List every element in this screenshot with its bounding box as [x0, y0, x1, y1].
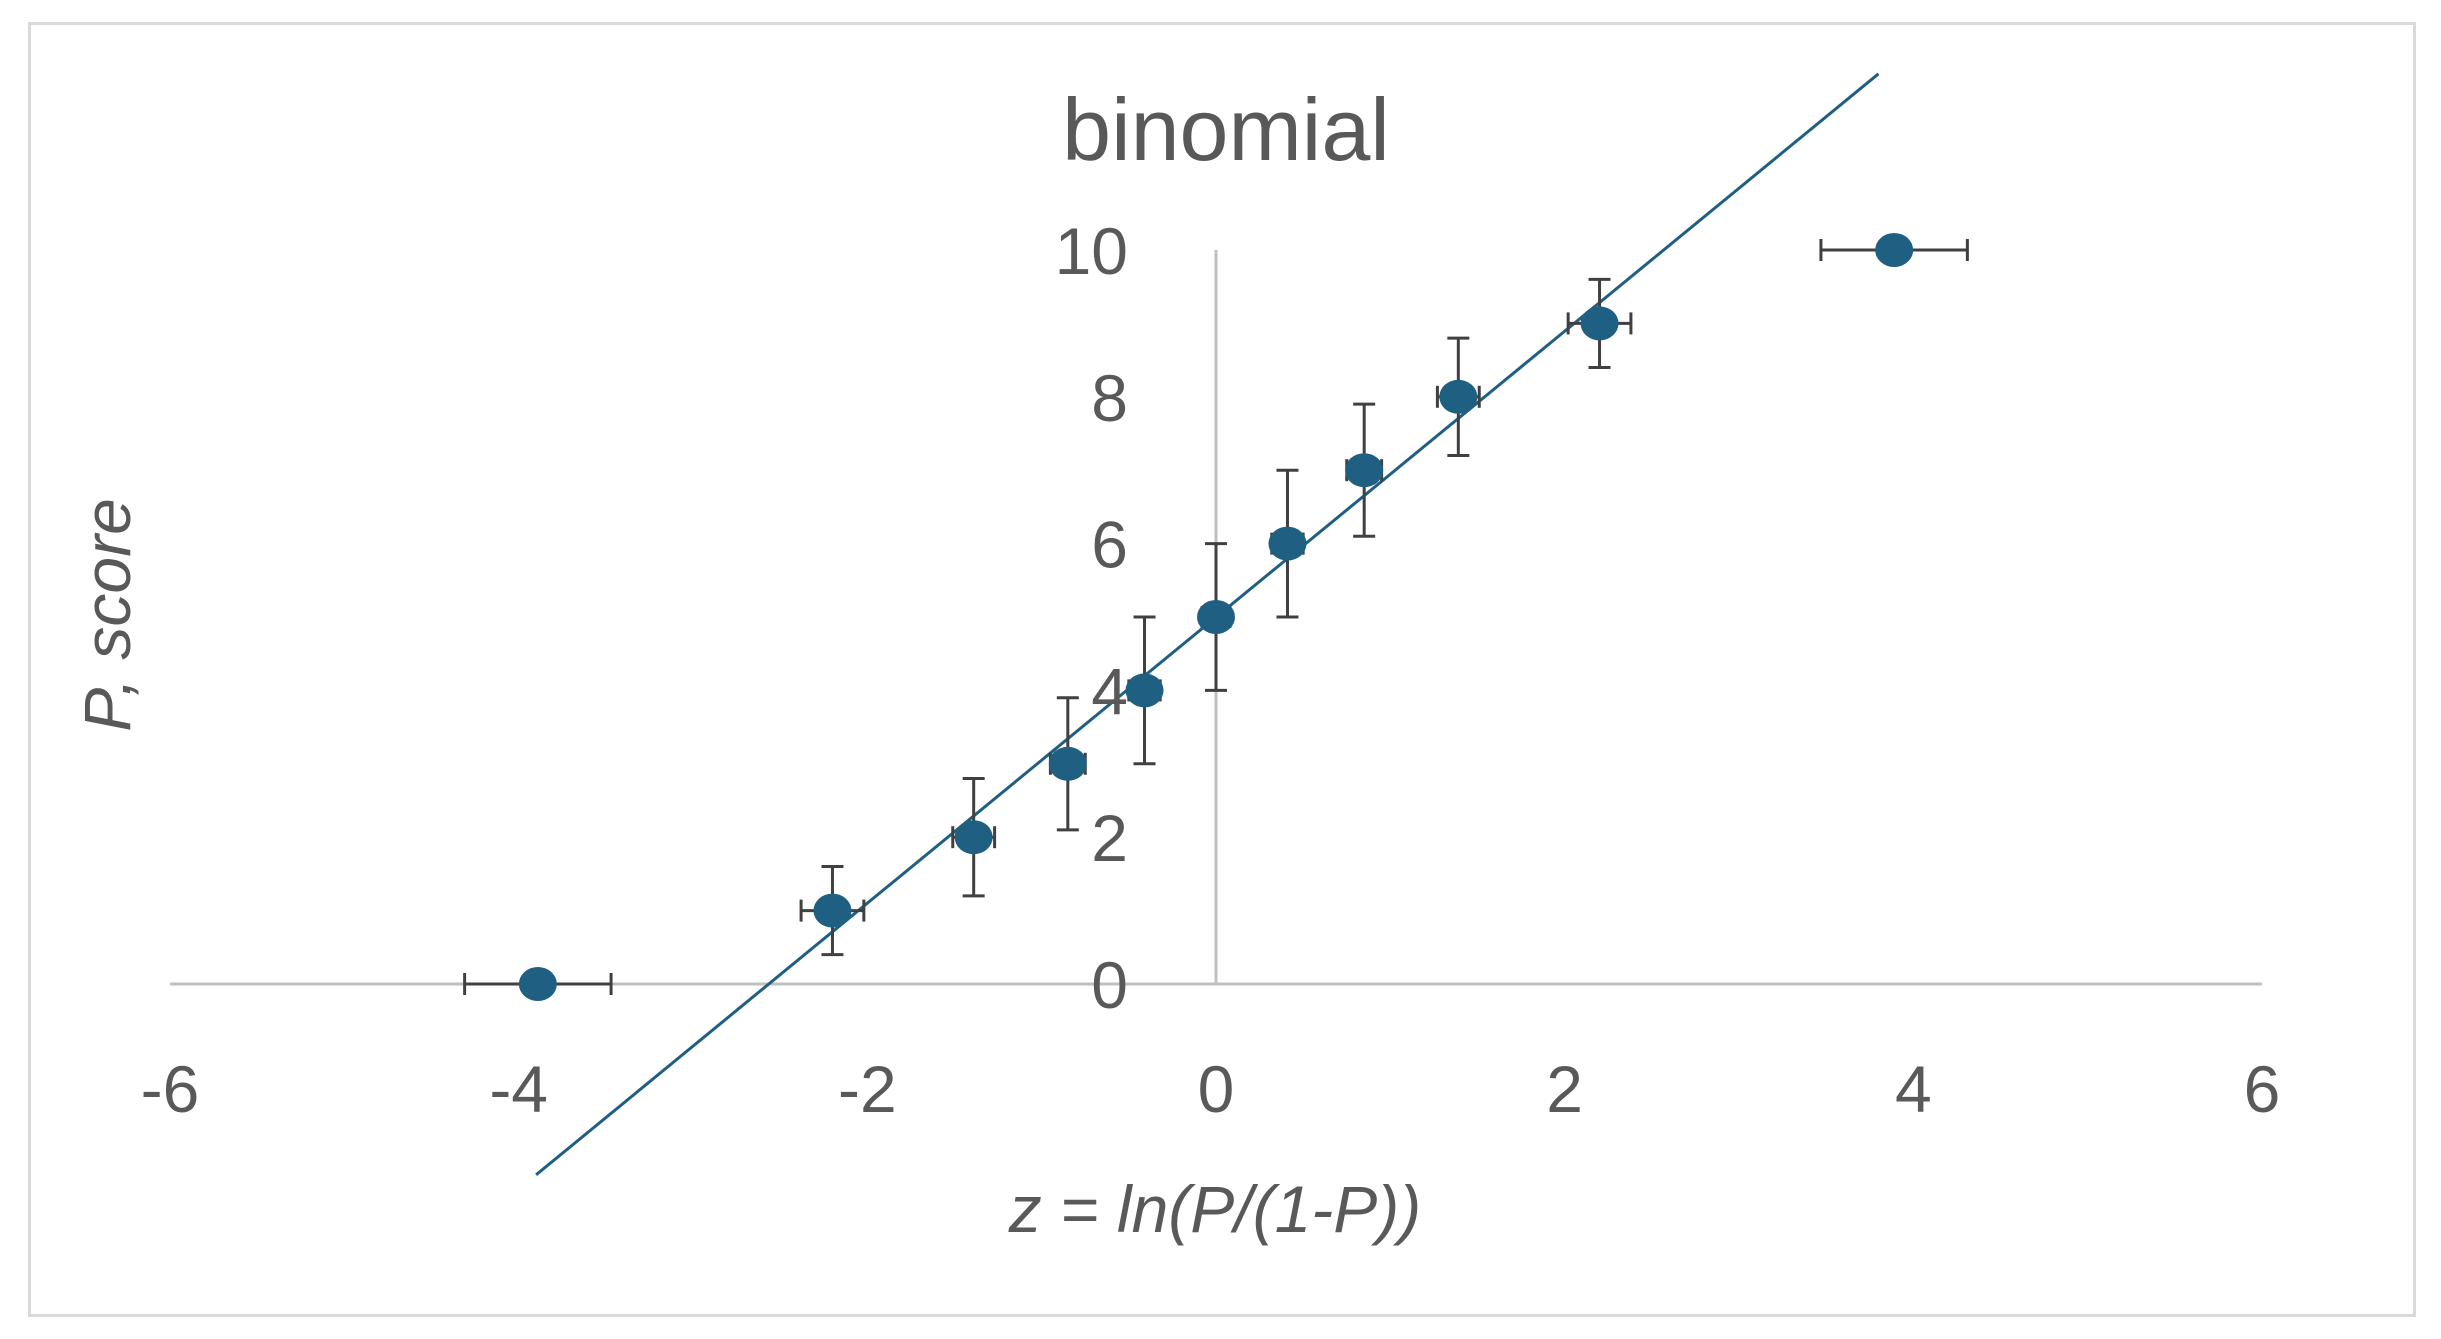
- x-tick-label: -2: [838, 1052, 897, 1126]
- data-point: [1580, 306, 1619, 341]
- y-tick-label: 6: [1091, 508, 1128, 582]
- data-point: [1197, 600, 1235, 634]
- y-tick-label: 4: [1091, 654, 1128, 728]
- data-point: [954, 820, 993, 855]
- tick-labels: -6 -4 -2 0 2 4 6 0 2 4 6 8 10: [141, 214, 2281, 1126]
- data-point: [813, 893, 852, 928]
- data-point: [1125, 673, 1164, 708]
- chart-frame: [28, 22, 2416, 1317]
- x-axis-title: z = ln(P/(1-P)): [1008, 1172, 1422, 1246]
- x-tick-label: 0: [1198, 1052, 1235, 1126]
- y-tick-label: 8: [1091, 361, 1128, 435]
- data-point: [1048, 746, 1087, 781]
- data-points: [518, 233, 1914, 1001]
- data-point: [1345, 453, 1384, 488]
- y-tick-label: 2: [1091, 801, 1128, 875]
- data-point: [518, 967, 557, 1001]
- data-point: [1268, 526, 1307, 561]
- x-tick-label: 4: [1895, 1052, 1932, 1126]
- y-axis-title: P, score: [70, 498, 144, 732]
- data-point: [1439, 379, 1478, 414]
- x-tick-label: -4: [489, 1052, 548, 1126]
- x-tick-label: 2: [1546, 1052, 1583, 1126]
- y-tick-label: 10: [1055, 214, 1128, 288]
- data-point: [1875, 233, 1914, 267]
- x-tick-label: -6: [141, 1052, 200, 1126]
- chart-title: binomial: [1062, 80, 1390, 179]
- y-tick-label: 0: [1091, 948, 1128, 1022]
- x-tick-label: 6: [2244, 1052, 2281, 1126]
